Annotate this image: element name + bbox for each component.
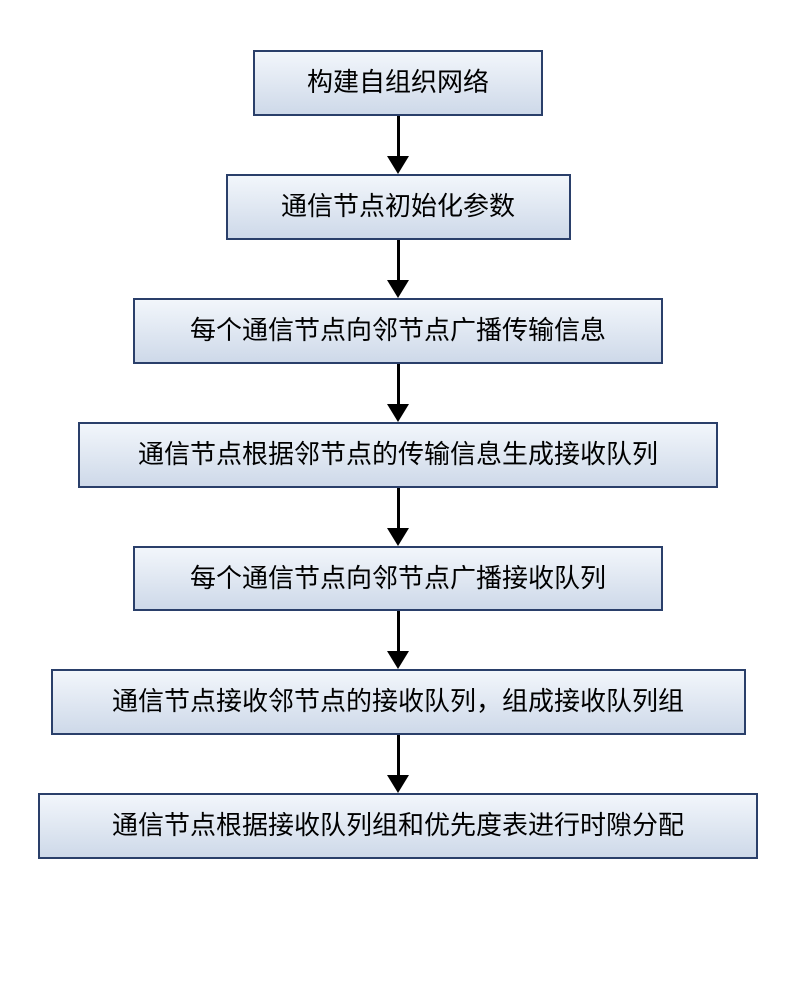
flow-arrow <box>387 240 409 298</box>
flow-node-n7: 通信节点根据接收队列组和优先度表进行时隙分配 <box>38 793 758 859</box>
flow-node-label: 每个通信节点向邻节点广播传输信息 <box>190 316 606 346</box>
arrow-line <box>397 735 400 775</box>
flow-node-label: 每个通信节点向邻节点广播接收队列 <box>190 564 606 594</box>
arrow-head-icon <box>387 651 409 669</box>
flow-arrow <box>387 364 409 422</box>
flow-node-label: 通信节点初始化参数 <box>281 192 515 222</box>
flow-node-n5: 每个通信节点向邻节点广播接收队列 <box>133 546 663 612</box>
arrow-line <box>397 240 400 280</box>
flow-node-n3: 每个通信节点向邻节点广播传输信息 <box>133 298 663 364</box>
flow-node-label: 通信节点根据邻节点的传输信息生成接收队列 <box>138 440 658 470</box>
flow-node-n1: 构建自组织网络 <box>253 50 543 116</box>
arrow-line <box>397 488 400 528</box>
arrow-line <box>397 611 400 651</box>
flow-node-label: 通信节点根据接收队列组和优先度表进行时隙分配 <box>112 811 684 841</box>
arrow-line <box>397 364 400 404</box>
flowchart-container: 构建自组织网络通信节点初始化参数每个通信节点向邻节点广播传输信息通信节点根据邻节… <box>38 50 758 859</box>
flow-arrow <box>387 488 409 546</box>
arrow-head-icon <box>387 280 409 298</box>
flow-arrow <box>387 735 409 793</box>
arrow-head-icon <box>387 528 409 546</box>
flow-node-label: 通信节点接收邻节点的接收队列，组成接收队列组 <box>112 687 684 717</box>
arrow-head-icon <box>387 156 409 174</box>
flow-node-n2: 通信节点初始化参数 <box>226 174 571 240</box>
arrow-head-icon <box>387 404 409 422</box>
flow-node-n4: 通信节点根据邻节点的传输信息生成接收队列 <box>78 422 718 488</box>
arrow-head-icon <box>387 775 409 793</box>
flow-node-n6: 通信节点接收邻节点的接收队列，组成接收队列组 <box>51 669 746 735</box>
flow-arrow <box>387 611 409 669</box>
arrow-line <box>397 116 400 156</box>
flow-arrow <box>387 116 409 174</box>
flow-node-label: 构建自组织网络 <box>307 68 489 98</box>
